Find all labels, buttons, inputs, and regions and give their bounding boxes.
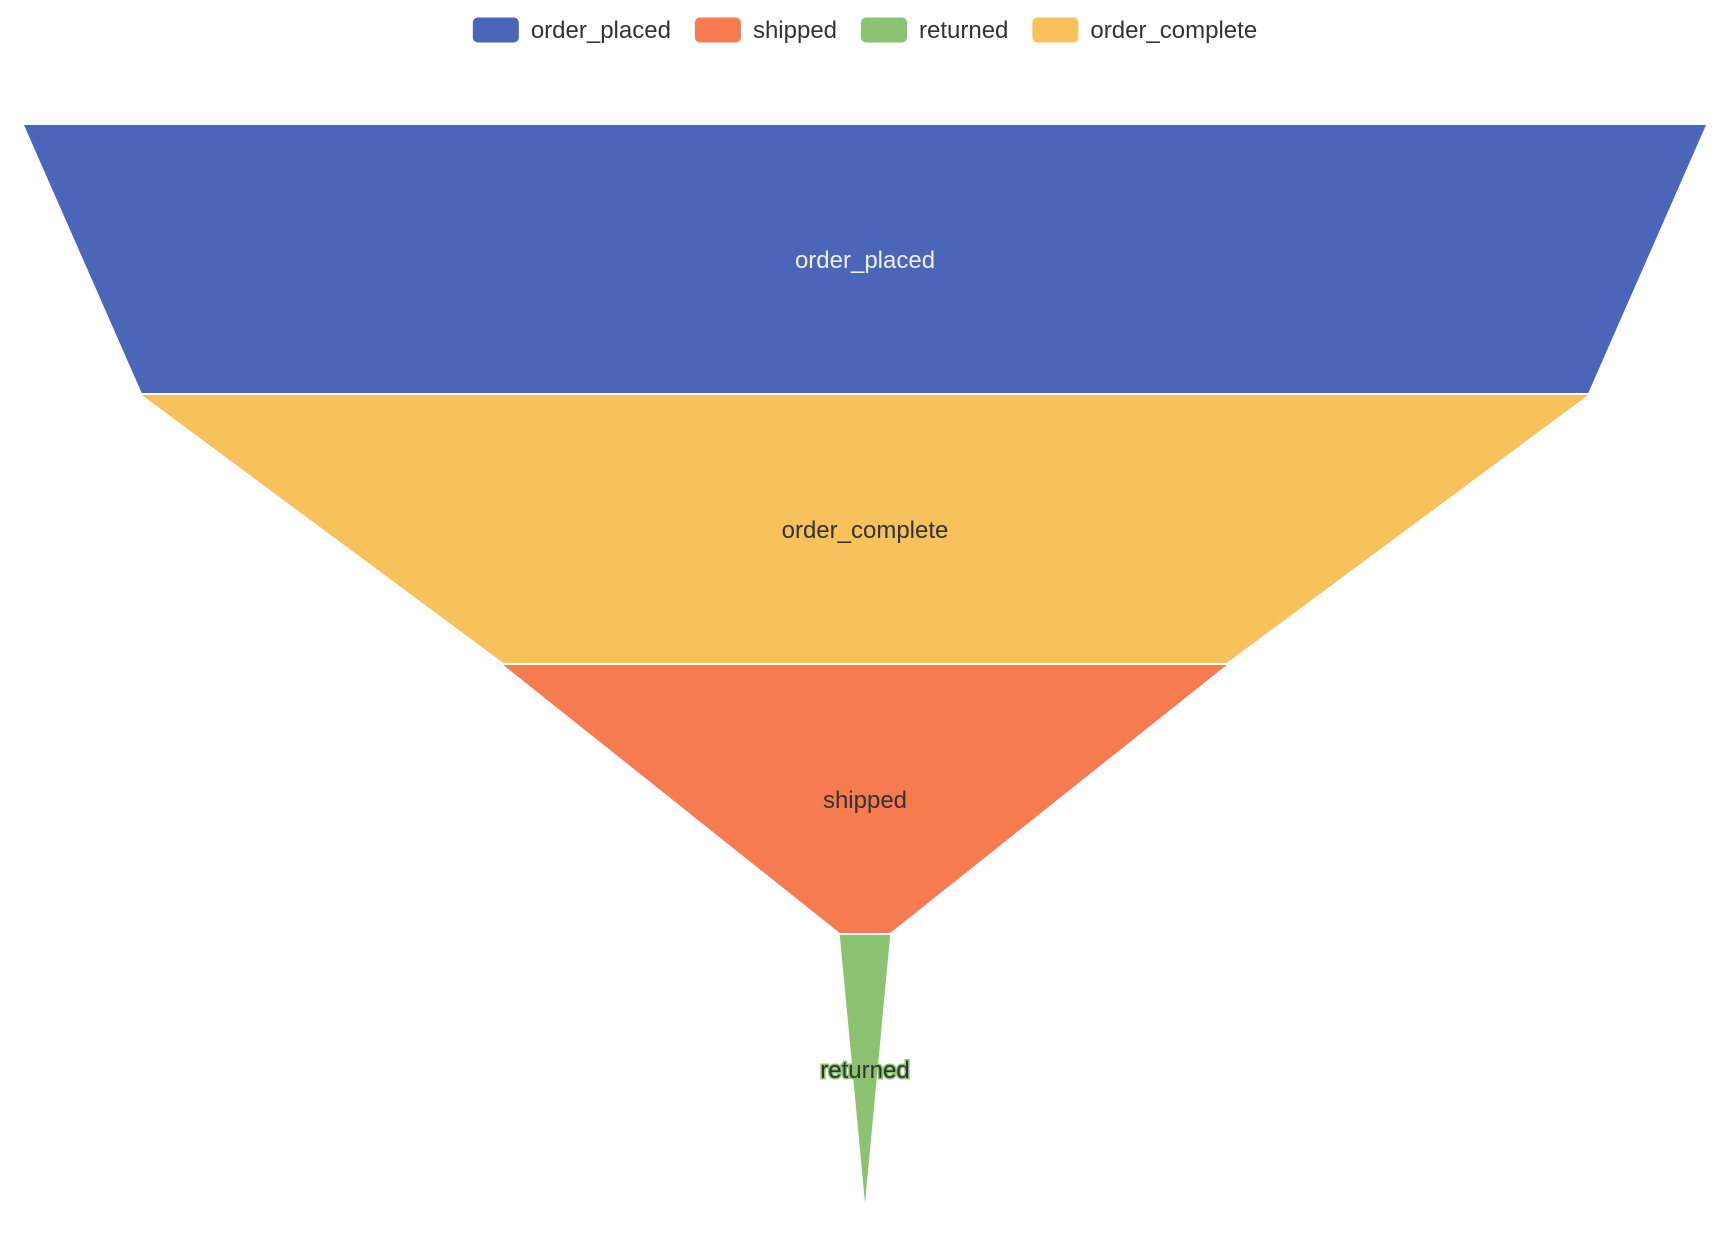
legend-swatch — [694, 17, 741, 43]
legend-label: shipped — [753, 17, 837, 44]
stage-label-order-placed: order_placed — [795, 247, 935, 274]
funnel-plot-area — [24, 125, 1706, 1203]
legend-label: order_complete — [1090, 17, 1257, 44]
funnel-segment-returned[interactable] — [839, 935, 891, 1203]
funnel-segment-order-placed[interactable] — [24, 125, 1706, 393]
legend-swatch — [472, 17, 519, 43]
legend-item-shipped[interactable]: shipped — [694, 17, 837, 44]
legend-swatch — [1032, 17, 1079, 43]
legend-swatch — [861, 17, 908, 43]
stage-label-returned: returned — [820, 1057, 909, 1084]
stage-label-order-complete: order_complete — [782, 517, 949, 544]
legend: order_placed shipped returned order_complet… — [472, 17, 1257, 44]
legend-item-order-placed[interactable]: order_placed — [472, 17, 671, 44]
stage-label-shipped: shipped — [823, 787, 907, 814]
legend-item-returned[interactable]: returned — [861, 17, 1008, 44]
funnel-segment-shipped[interactable] — [503, 665, 1227, 933]
legend-label: returned — [919, 17, 1008, 44]
funnel-segment-order-complete[interactable] — [141, 395, 1589, 663]
legend-label: order_placed — [531, 17, 671, 44]
legend-item-order-complete[interactable]: order_complete — [1032, 17, 1257, 44]
